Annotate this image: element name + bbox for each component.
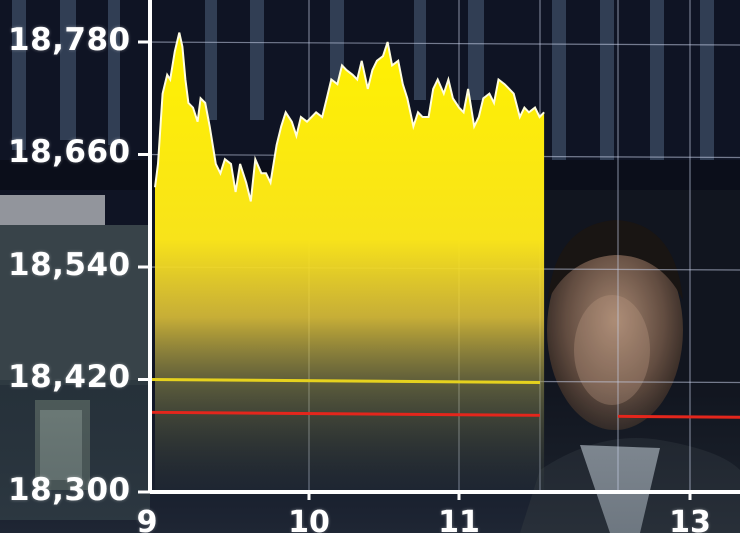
x-tick-label: 13 — [669, 505, 711, 533]
ticker-board-strips — [12, 0, 714, 160]
x-tick-label: 11 — [438, 505, 480, 533]
reference-lines — [149, 378, 740, 419]
y-tick-label: 18,420 — [8, 359, 131, 395]
index-line — [154, 32, 545, 202]
y-tick-label: 18,300 — [8, 472, 131, 508]
y-tick-label: 18,540 — [8, 247, 131, 283]
reference-line — [617, 414, 740, 419]
chart-axes — [138, 0, 740, 500]
reference-line — [149, 410, 541, 417]
y-tick-label: 18,660 — [8, 134, 131, 170]
horizontal-gridline — [139, 41, 740, 46]
reference-line — [149, 378, 541, 384]
x-tick-label: 10 — [288, 505, 330, 533]
x-tick-label: 9 — [136, 505, 158, 533]
y-tick-label: 18,780 — [8, 22, 131, 58]
index-area-fill — [155, 32, 545, 492]
